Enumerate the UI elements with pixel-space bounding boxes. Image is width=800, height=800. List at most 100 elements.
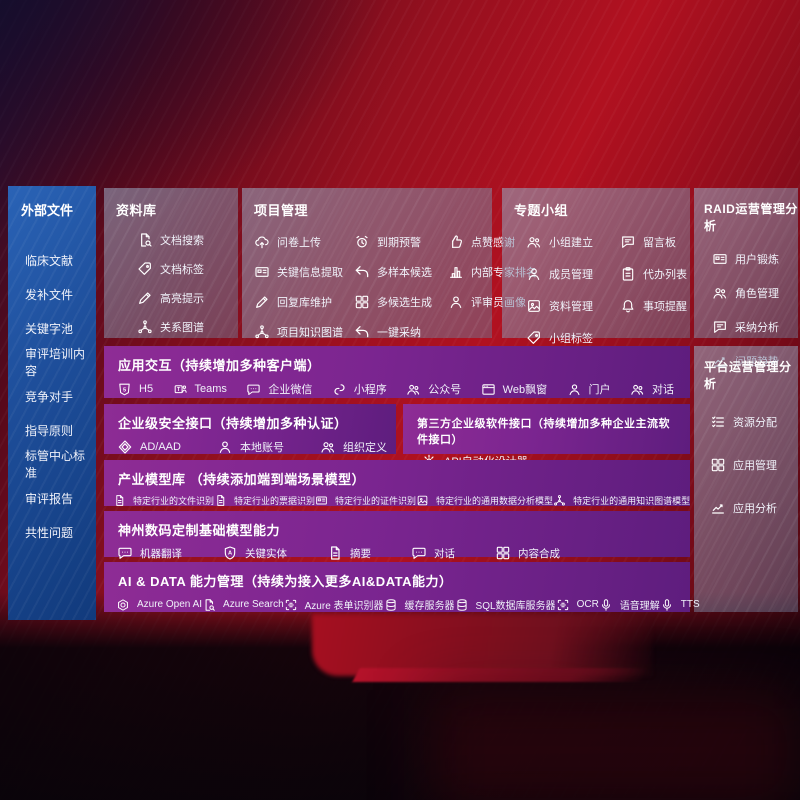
feature-item[interactable]: 对话	[411, 545, 455, 561]
feature-item[interactable]: SQL数据库服务器	[455, 597, 556, 612]
feature-item[interactable]: H5	[117, 382, 153, 397]
feature-item[interactable]: 高亮提示	[137, 290, 238, 306]
feature-item[interactable]: 采纳分析	[712, 319, 798, 335]
feature-item[interactable]: 应用管理	[710, 457, 798, 473]
feature-item-label: OCR	[576, 599, 599, 610]
expert-ranking-icon	[448, 264, 464, 280]
feature-item-label: 本地账号	[239, 442, 284, 454]
feature-item[interactable]: 关系图谱	[137, 319, 238, 335]
feature-item[interactable]: Teams	[173, 382, 227, 397]
feature-item-label: SQL数据库服务器	[475, 601, 556, 612]
base-model-title: 神州数码定制基础模型能力	[118, 523, 281, 538]
multi-candidate-icon	[354, 294, 370, 310]
feature-item-label: 到期预警	[377, 237, 421, 249]
feature-item-label: 项目知识图谱	[277, 327, 343, 339]
feature-item-label: TTS	[680, 599, 700, 610]
feature-item[interactable]: 门户	[567, 381, 611, 397]
sidebar-item[interactable]: 关键字池	[25, 311, 96, 345]
feature-item[interactable]: 事项提醒	[620, 298, 690, 314]
feature-item[interactable]: Azure 表单识别器	[284, 597, 384, 612]
feature-item[interactable]: 特定行业的证件识别	[315, 494, 416, 507]
feature-item[interactable]: 项目知识图谱	[254, 324, 354, 340]
local-account-icon	[217, 439, 233, 455]
feature-item[interactable]: 特定行业的文件识别	[113, 494, 214, 507]
feature-item-label: 特定行业的票据识别	[234, 496, 316, 506]
knowledge-graph-model-icon	[553, 494, 566, 507]
sidebar-item-label: 临床文献	[25, 253, 74, 268]
highlight-icon	[137, 290, 153, 306]
feature-item-label: 资料管理	[549, 301, 593, 313]
feature-item[interactable]: 问卷上传	[254, 234, 354, 250]
feature-item[interactable]: 资源分配	[710, 414, 798, 430]
security-interface-title: 企业级安全接口（持续增加多种认证）	[118, 416, 348, 431]
sidebar-item-label: 审评报告	[25, 491, 74, 506]
feature-item[interactable]: 资料管理	[526, 298, 620, 314]
feature-item[interactable]: Azure Open AI	[116, 598, 202, 612]
azure-openai-icon	[116, 598, 130, 612]
feature-item[interactable]: 留言板	[620, 234, 690, 250]
sidebar-item[interactable]: 发补文件	[25, 277, 96, 311]
sidebar-item[interactable]: 竞争对手	[25, 379, 96, 413]
sidebar-item[interactable]: 标管中心标准	[25, 447, 96, 481]
feature-item-label: 特定行业的证件识别	[335, 496, 417, 506]
feature-item[interactable]: 文档搜索	[137, 232, 238, 248]
sidebar-item[interactable]: 审评报告	[25, 481, 96, 515]
feature-item[interactable]: 缓存服务器	[384, 597, 455, 612]
dialog-icon	[630, 382, 645, 397]
feature-item[interactable]: 公众号	[406, 381, 461, 397]
feature-item[interactable]: 文档标签	[137, 261, 238, 277]
feature-item[interactable]: 关键信息提取	[254, 264, 354, 280]
feature-item[interactable]: Web飘窗	[481, 381, 547, 397]
security-interface-row: 企业级安全接口（持续增加多种认证） AD/AAD 本地账号 组织定义	[104, 404, 396, 454]
feature-item[interactable]: 特定行业的通用知识图谱模型	[553, 494, 690, 507]
feature-item[interactable]: 小组标签	[526, 330, 620, 346]
feature-item[interactable]: 小组建立	[526, 234, 620, 250]
feature-item[interactable]: 角色管理	[712, 285, 798, 301]
feature-item[interactable]: 本地账号	[217, 439, 284, 455]
feature-item-label: 特定行业的通用知识图谱模型	[573, 496, 691, 506]
key-entity-icon	[222, 545, 238, 561]
feature-item[interactable]: 多候选生成	[354, 294, 448, 310]
feature-item[interactable]: AD/AAD	[117, 439, 181, 455]
sidebar-item[interactable]: 指导原则	[25, 413, 96, 447]
feature-item[interactable]: 用户锻炼	[712, 251, 798, 267]
multi-sample-icon	[354, 264, 370, 280]
feature-item[interactable]: 语音理解	[599, 597, 660, 612]
feature-item[interactable]: 内容合成	[495, 545, 560, 561]
sidebar-item[interactable]: 临床文献	[25, 243, 96, 277]
sidebar-item[interactable]: 共性问题	[25, 515, 96, 549]
feature-item-label: 用户锻炼	[735, 254, 779, 266]
message-board-icon	[620, 234, 636, 250]
feature-item[interactable]: 多样本候选	[354, 264, 448, 280]
feature-item[interactable]: 到期预警	[354, 234, 448, 250]
feature-item[interactable]: 摘要	[327, 545, 371, 561]
feature-item[interactable]: 特定行业的票据识别	[214, 494, 315, 507]
feature-item[interactable]: 代办列表	[620, 266, 690, 282]
feature-item[interactable]: 成员管理	[526, 266, 620, 282]
base-model-list: 机器翻译 关键实体 摘要 对话 内容合成	[104, 545, 690, 561]
sidebar-item-label: 共性问题	[25, 525, 74, 540]
feature-item-label: 文档搜索	[160, 235, 204, 247]
feature-item[interactable]: OCR	[556, 598, 599, 612]
feature-item[interactable]: 回复库维护	[254, 294, 354, 310]
feature-item-label: 组织定义	[342, 442, 387, 454]
member-manage-icon	[526, 266, 542, 282]
feature-item[interactable]: TTS	[660, 598, 700, 612]
library-title: 资料库	[116, 203, 157, 218]
feature-item[interactable]: 企业微信	[246, 381, 312, 397]
feature-item[interactable]: 机器翻译	[117, 545, 182, 561]
feature-item[interactable]: 特定行业的通用数据分析模型	[416, 494, 553, 507]
mini-program-icon	[332, 382, 347, 397]
feature-item[interactable]: 对话	[630, 381, 674, 397]
feature-item-label: 对话	[651, 384, 674, 396]
feature-item[interactable]: 组织定义	[320, 439, 387, 455]
feature-item[interactable]: 应用分析	[710, 500, 798, 516]
feature-item-label: 企业微信	[268, 384, 313, 396]
ai-data-list: Azure Open AI Azure Search Azure 表单识别器 缓…	[104, 597, 700, 612]
feature-item[interactable]: 关键实体	[222, 545, 287, 561]
feature-item[interactable]: 一键采纳	[354, 324, 448, 340]
sidebar-item[interactable]: 审评培训内容	[25, 345, 96, 379]
feature-item-label: 代办列表	[643, 269, 687, 281]
feature-item[interactable]: Azure Search	[202, 598, 284, 612]
feature-item[interactable]: 小程序	[332, 381, 387, 397]
